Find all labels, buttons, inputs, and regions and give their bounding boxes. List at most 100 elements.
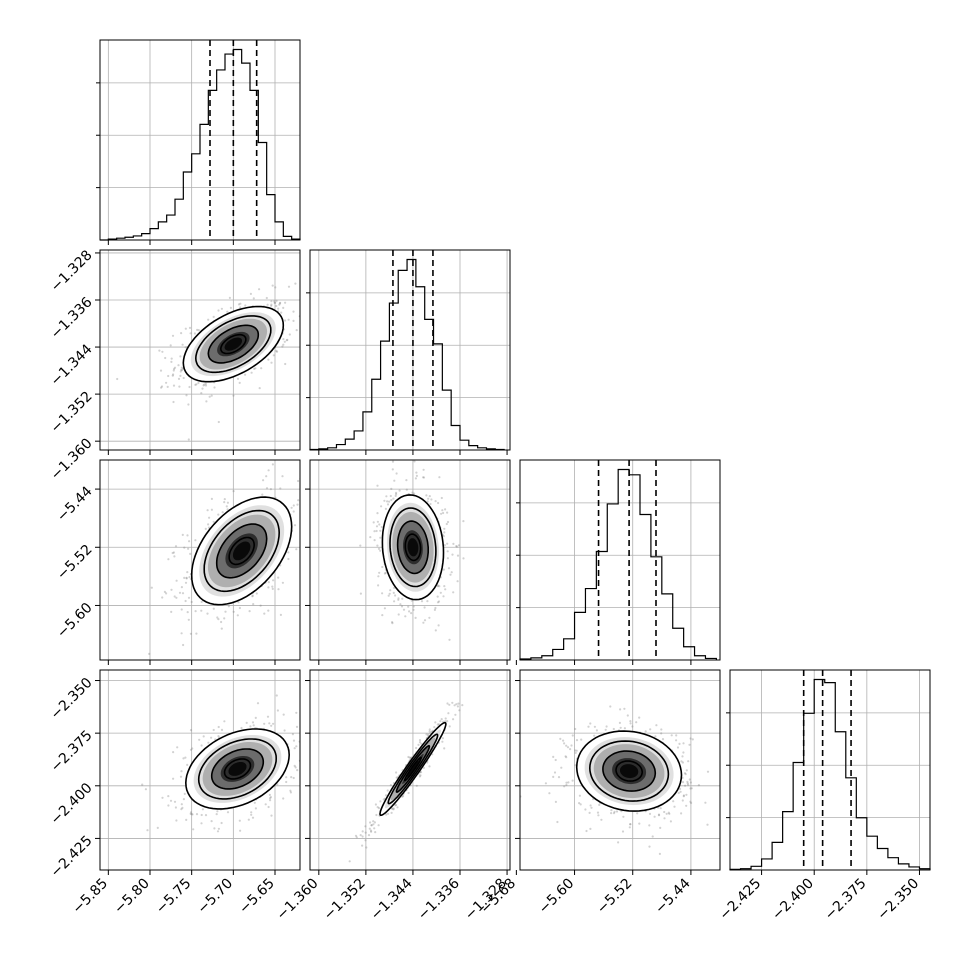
sample-point xyxy=(270,303,273,306)
sample-point xyxy=(429,502,432,506)
sample-point xyxy=(668,812,671,815)
sample-point xyxy=(557,776,561,779)
sample-point xyxy=(223,617,226,620)
sample-point xyxy=(638,716,641,719)
density-contour xyxy=(228,536,256,566)
sample-point xyxy=(628,826,631,829)
sample-point xyxy=(232,394,235,397)
sample-point xyxy=(553,771,557,774)
density-contour xyxy=(403,756,423,782)
sample-point xyxy=(365,846,368,849)
sample-point xyxy=(428,765,431,768)
sample-point xyxy=(444,508,447,511)
sample-point xyxy=(635,721,638,724)
sample-point xyxy=(285,339,288,342)
density-contour xyxy=(197,738,278,800)
y-tick-label: −2.400 xyxy=(48,780,96,828)
sample-point xyxy=(240,726,243,730)
sample-point xyxy=(450,571,453,574)
sample-point xyxy=(689,800,692,803)
sample-point xyxy=(179,775,183,778)
sample-point xyxy=(544,782,548,785)
sample-point xyxy=(311,513,313,515)
sample-point xyxy=(207,526,211,529)
sample-point xyxy=(284,301,287,304)
sample-point xyxy=(173,366,177,369)
sample-point xyxy=(273,301,276,304)
sample-point xyxy=(552,755,555,759)
panel-frame xyxy=(99,459,301,661)
sample-point xyxy=(554,758,557,762)
sample-point xyxy=(188,540,191,543)
sample-point xyxy=(457,544,460,547)
sample-point xyxy=(189,332,192,335)
sample-point xyxy=(288,432,290,434)
sample-point xyxy=(267,609,270,612)
sample-point xyxy=(429,732,432,735)
sample-point xyxy=(232,610,235,613)
sample-point xyxy=(275,694,278,697)
sample-point xyxy=(251,594,254,597)
sample-point xyxy=(175,819,178,822)
density-contour xyxy=(379,721,447,816)
sample-point xyxy=(638,822,641,825)
sample-point xyxy=(210,736,213,739)
panel-frame xyxy=(729,669,931,871)
sample-point xyxy=(621,830,625,833)
sample-point xyxy=(379,800,382,803)
sample-point xyxy=(180,332,183,335)
panel-content xyxy=(310,670,510,870)
sample-point xyxy=(448,638,451,641)
sample-point xyxy=(195,813,199,816)
sample-point xyxy=(278,303,281,306)
y-tick-label: −1.344 xyxy=(48,341,96,389)
sample-point xyxy=(179,355,182,358)
sample-point xyxy=(426,500,429,503)
sample-point xyxy=(396,806,399,809)
sample-point xyxy=(451,553,454,556)
sample-point xyxy=(697,784,701,787)
sample-point xyxy=(223,720,226,723)
sample-point xyxy=(388,500,391,503)
sample-point xyxy=(275,349,278,352)
sample-point xyxy=(373,530,376,533)
sample-point xyxy=(223,501,226,504)
sample-point xyxy=(659,826,662,830)
sample-point xyxy=(428,728,431,731)
sample-point xyxy=(263,612,266,615)
sample-point xyxy=(297,499,300,502)
sample-point xyxy=(186,534,189,537)
sample-point xyxy=(418,775,421,778)
sample-point xyxy=(189,632,192,635)
sample-point xyxy=(686,780,689,783)
sample-point xyxy=(178,385,181,388)
sample-point xyxy=(390,498,393,502)
sample-point xyxy=(293,524,297,527)
sample-point xyxy=(187,596,191,599)
sample-point xyxy=(393,479,396,482)
sample-point xyxy=(287,557,290,561)
sample-point xyxy=(425,733,428,736)
sample-point xyxy=(405,479,408,482)
sample-point xyxy=(277,588,280,591)
sample-point xyxy=(190,813,193,816)
sample-point xyxy=(395,491,398,494)
sample-point xyxy=(687,760,690,763)
sample-point xyxy=(589,804,592,807)
sample-point xyxy=(275,304,278,308)
sample-point xyxy=(195,632,198,635)
sample-point xyxy=(706,770,710,773)
sample-point xyxy=(436,585,439,588)
sample-point xyxy=(376,484,379,487)
sample-point xyxy=(182,798,185,801)
panel-frame xyxy=(309,669,511,871)
sample-point xyxy=(600,818,603,821)
sample-point xyxy=(631,725,634,728)
sample-point xyxy=(657,813,661,816)
sample-point xyxy=(387,812,390,815)
sample-point xyxy=(265,487,269,490)
sample-point xyxy=(422,476,425,479)
sample-point xyxy=(417,743,420,747)
sample-point xyxy=(456,580,459,583)
sample-point xyxy=(272,579,275,582)
